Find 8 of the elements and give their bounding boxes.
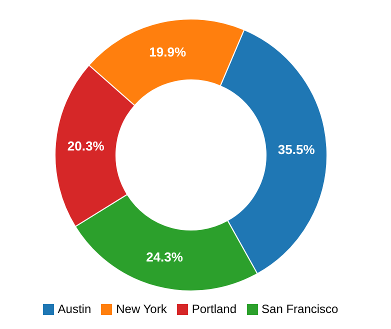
legend-label: San Francisco bbox=[262, 302, 338, 316]
legend-label: New York bbox=[116, 302, 167, 316]
legend-label: Austin bbox=[58, 302, 92, 316]
data-label: 24.3% bbox=[146, 250, 184, 265]
data-label: 19.9% bbox=[149, 44, 186, 60]
legend-label: Portland bbox=[192, 302, 237, 316]
data-label: 20.3% bbox=[67, 138, 105, 154]
data-label: 35.5% bbox=[278, 142, 316, 157]
